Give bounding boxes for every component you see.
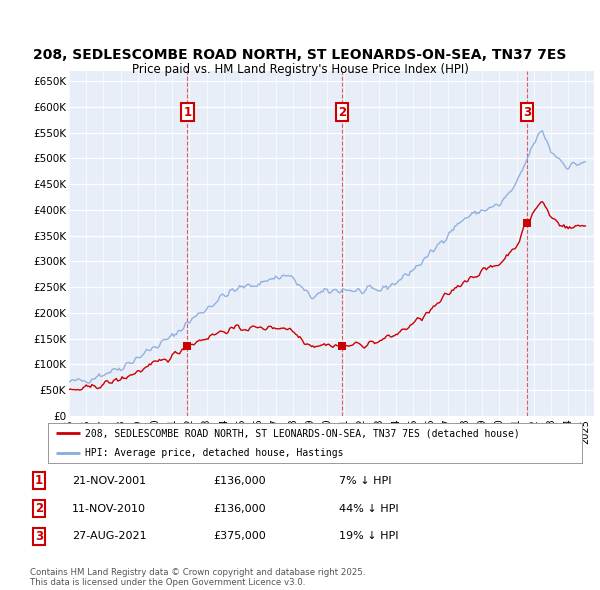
Text: 1: 1 [35, 474, 43, 487]
Text: £136,000: £136,000 [213, 504, 266, 513]
Text: 208, SEDLESCOMBE ROAD NORTH, ST LEONARDS-ON-SEA, TN37 7ES: 208, SEDLESCOMBE ROAD NORTH, ST LEONARDS… [34, 48, 566, 62]
Text: 27-AUG-2021: 27-AUG-2021 [72, 532, 146, 541]
Text: 1: 1 [183, 106, 191, 119]
Text: Contains HM Land Registry data © Crown copyright and database right 2025.
This d: Contains HM Land Registry data © Crown c… [30, 568, 365, 587]
Text: 44% ↓ HPI: 44% ↓ HPI [339, 504, 398, 513]
Text: 2: 2 [35, 502, 43, 515]
Text: HPI: Average price, detached house, Hastings: HPI: Average price, detached house, Hast… [85, 448, 344, 458]
Text: 3: 3 [35, 530, 43, 543]
Text: 11-NOV-2010: 11-NOV-2010 [72, 504, 146, 513]
Text: 2: 2 [338, 106, 346, 119]
Text: 3: 3 [523, 106, 532, 119]
Text: 21-NOV-2001: 21-NOV-2001 [72, 476, 146, 486]
Text: £375,000: £375,000 [213, 532, 266, 541]
Text: £136,000: £136,000 [213, 476, 266, 486]
Text: 7% ↓ HPI: 7% ↓ HPI [339, 476, 391, 486]
Text: Price paid vs. HM Land Registry's House Price Index (HPI): Price paid vs. HM Land Registry's House … [131, 63, 469, 76]
Text: 208, SEDLESCOMBE ROAD NORTH, ST LEONARDS-ON-SEA, TN37 7ES (detached house): 208, SEDLESCOMBE ROAD NORTH, ST LEONARDS… [85, 428, 520, 438]
Text: 19% ↓ HPI: 19% ↓ HPI [339, 532, 398, 541]
